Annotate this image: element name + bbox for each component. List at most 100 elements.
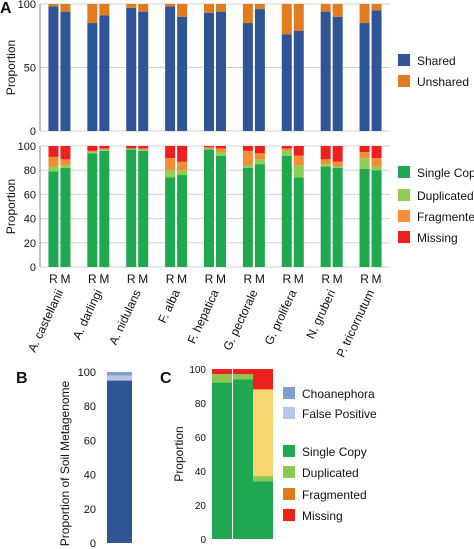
bar-segment-unshared (126, 4, 137, 8)
bar-segment-unshared (293, 4, 304, 31)
bar-segment-duplicated (138, 149, 149, 151)
bar-segment-fragmented (138, 148, 149, 150)
x-tick-label: R (321, 272, 330, 286)
bar-segment-single-copy (48, 171, 59, 267)
y-tick-label: 80 (24, 165, 36, 177)
bar-segment-missing (359, 146, 370, 153)
bar-segment-missing (242, 146, 253, 151)
legend-label-fragmented: Fragmented (417, 210, 474, 224)
group-label: F. hepatica (184, 287, 221, 346)
legend-label-single-copy: Single Copy (417, 166, 474, 180)
bar-segment-single-copy (212, 382, 232, 539)
bar-segment-fragmented (87, 150, 98, 153)
bar-segment-duplicated (254, 159, 265, 165)
bar-segment-shared (371, 10, 382, 132)
bar-segment-duplicated (359, 158, 370, 169)
x-tick-label: M (294, 272, 304, 286)
bar-segment-missing (293, 146, 304, 156)
bar-segment-shared (216, 11, 226, 131)
bar-segment-missing (165, 146, 176, 159)
bar-segment-unshared (177, 4, 188, 17)
bar-segment-duplicated (242, 165, 253, 168)
bar-segment-shared (332, 16, 343, 132)
bar-segment-duplicated (371, 166, 382, 171)
bar-segment-duplicated (281, 150, 292, 156)
bar-segment-shared (165, 6, 176, 131)
legend-label-duplicated: Duplicated (417, 189, 474, 203)
bar-segment-single-copy (138, 150, 149, 267)
bar-segment-duplicated (253, 476, 273, 482)
bar-segment-single-copy (126, 149, 137, 267)
chart-a-top: 0 50 100 Proportion Shared Unshared (4, 0, 469, 138)
panel-letter-b: B (16, 370, 28, 387)
y-tick-label: 80 (195, 399, 207, 410)
bar-segment-unshared (320, 4, 331, 12)
bar-segment-choanephora (107, 372, 132, 376)
bar-segment-unshared (371, 4, 382, 11)
y-tick-label: 40 (24, 214, 36, 226)
legend-swatch-unshared (398, 75, 410, 87)
y-tick-label: 0 (30, 262, 36, 274)
bar-segment-single-copy (165, 177, 176, 267)
legend-label-shared: Shared (417, 54, 456, 68)
x-tick-label: R (360, 272, 369, 286)
bar-segment-unshared (48, 4, 59, 7)
legend-label-unshared: Unshared (417, 75, 469, 89)
y-tick-label: 100 (18, 141, 36, 153)
y-tick-label: 20 (84, 504, 96, 516)
x-tick-label: M (177, 272, 187, 286)
y-tick-label: 50 (24, 63, 36, 75)
bar-segment-single-copy (293, 177, 304, 267)
bar-segment-single-copy (99, 150, 110, 267)
chart-c: 0 20 40 60 80 100 Proportion Choanephora False P… (172, 365, 377, 546)
x-tick-label: M (255, 272, 265, 286)
group-label: A. nidulans (106, 287, 144, 347)
bar-segment-shared (242, 23, 253, 131)
y-tick-label: 20 (195, 501, 207, 512)
x-tick-label: R (205, 272, 214, 286)
y-tick-label: 60 (24, 189, 36, 201)
bar-segment-single-copy (253, 481, 273, 539)
legend-swatch-fragmented (398, 210, 410, 222)
bar-segment-unshared (60, 4, 71, 12)
bar-segment-duplicated (165, 170, 176, 178)
x-tick-label: R (244, 272, 253, 286)
bar-segment-missing (126, 146, 137, 149)
group-label: G. pectorale (220, 287, 260, 352)
y-tick-label: 100 (78, 367, 96, 379)
bar-segment-fragmented (320, 159, 331, 165)
bar-segment-fragmented (165, 158, 176, 171)
bar-segment-shared (48, 6, 59, 131)
bar-segment-unshared (87, 4, 98, 24)
bar-segment-fragmented (177, 161, 188, 171)
legend-label-duplicated: Duplicated (302, 466, 359, 480)
bar-segment-duplicated (212, 374, 232, 383)
x-tick-label: R (166, 272, 175, 286)
bar-segment-duplicated (216, 152, 226, 156)
bar-segment-fragmented (332, 161, 343, 167)
x-tick-label: M (138, 272, 148, 286)
bar-segment-shared (359, 23, 370, 131)
bar-segment-duplicated (99, 149, 110, 151)
bar-segment-shared (293, 30, 304, 132)
bar-segment-fragmented (48, 156, 59, 167)
legend-swatch-duplicated (398, 189, 410, 201)
legend-label-fragmented: Fragmented (302, 488, 367, 502)
bar-segment-unshared (242, 4, 253, 24)
bar-segment-fragmented (359, 152, 370, 159)
group-label: A. darlingi (70, 287, 105, 341)
bar-segment-single-copy (281, 155, 292, 267)
y-tick-label: 100 (189, 365, 206, 376)
bar-segment-missing (204, 146, 214, 148)
bar-segment-missing (281, 146, 292, 149)
bar-segment-shared (60, 11, 71, 131)
legend-label-single-copy: Single Copy (302, 445, 367, 459)
legend-swatch-choanephora (283, 387, 295, 399)
bar-segment-missing (233, 369, 253, 375)
bar-segment-single-copy (204, 149, 214, 267)
bar-segment-unshared (99, 4, 110, 16)
y-tick-label: 40 (84, 470, 96, 482)
y-tick-label: 80 (84, 401, 96, 413)
bar-segment-shared (99, 15, 110, 131)
bar-segment-unshared (281, 4, 292, 35)
